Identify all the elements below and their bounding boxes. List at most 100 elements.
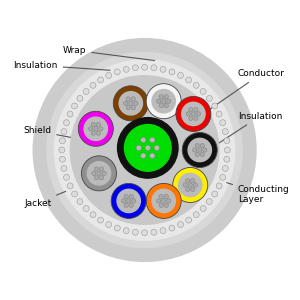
Circle shape: [146, 183, 181, 218]
Circle shape: [47, 52, 242, 247]
Circle shape: [178, 222, 184, 227]
Circle shape: [146, 84, 181, 119]
Circle shape: [195, 152, 199, 157]
Circle shape: [169, 69, 175, 75]
Circle shape: [142, 230, 148, 236]
Circle shape: [64, 174, 70, 180]
Circle shape: [72, 103, 77, 109]
Circle shape: [99, 167, 104, 171]
Circle shape: [124, 203, 128, 208]
Circle shape: [157, 199, 161, 203]
Circle shape: [91, 131, 95, 135]
Text: Insulation: Insulation: [211, 112, 282, 148]
Circle shape: [83, 88, 89, 94]
Circle shape: [94, 127, 98, 131]
Circle shape: [119, 92, 142, 115]
Circle shape: [141, 137, 146, 143]
Circle shape: [59, 147, 65, 153]
Circle shape: [157, 99, 161, 103]
Circle shape: [164, 203, 168, 208]
Circle shape: [186, 77, 192, 83]
Circle shape: [141, 153, 146, 158]
Circle shape: [203, 148, 207, 152]
Circle shape: [59, 138, 65, 144]
Circle shape: [59, 156, 65, 162]
Circle shape: [136, 145, 141, 151]
Circle shape: [61, 129, 67, 135]
Circle shape: [224, 147, 230, 153]
Circle shape: [96, 131, 100, 135]
Circle shape: [106, 222, 112, 227]
Circle shape: [159, 203, 163, 208]
Circle shape: [151, 65, 157, 71]
Circle shape: [99, 176, 104, 180]
Circle shape: [83, 206, 89, 212]
Circle shape: [200, 152, 204, 157]
Circle shape: [88, 127, 93, 131]
Circle shape: [113, 86, 148, 121]
Circle shape: [176, 96, 211, 131]
Circle shape: [162, 199, 166, 203]
Circle shape: [193, 212, 199, 218]
Text: Wrap: Wrap: [63, 46, 154, 61]
Circle shape: [98, 217, 103, 223]
Circle shape: [129, 101, 133, 105]
Circle shape: [132, 229, 138, 235]
Circle shape: [132, 65, 138, 71]
Circle shape: [126, 97, 130, 101]
Circle shape: [67, 111, 73, 117]
Circle shape: [134, 101, 138, 105]
Circle shape: [126, 106, 130, 110]
Circle shape: [186, 178, 190, 183]
Circle shape: [206, 95, 212, 101]
Circle shape: [123, 228, 129, 234]
Circle shape: [164, 103, 168, 108]
Circle shape: [200, 206, 206, 212]
Circle shape: [167, 199, 171, 203]
Circle shape: [186, 187, 190, 191]
Circle shape: [193, 148, 197, 152]
Circle shape: [152, 189, 175, 213]
Text: Jacket: Jacket: [24, 191, 66, 208]
Circle shape: [61, 165, 67, 171]
Circle shape: [78, 111, 113, 146]
Circle shape: [152, 89, 175, 113]
Circle shape: [64, 120, 70, 126]
Circle shape: [162, 99, 166, 103]
Circle shape: [220, 174, 226, 180]
Circle shape: [164, 95, 168, 99]
Circle shape: [220, 120, 226, 126]
Circle shape: [178, 173, 202, 197]
Circle shape: [195, 143, 199, 148]
Circle shape: [164, 194, 168, 199]
Circle shape: [122, 199, 126, 203]
Circle shape: [84, 117, 107, 140]
Circle shape: [212, 103, 218, 109]
Circle shape: [67, 183, 73, 189]
Circle shape: [189, 107, 193, 112]
Circle shape: [160, 228, 166, 234]
Circle shape: [193, 82, 199, 88]
Circle shape: [173, 167, 208, 202]
Circle shape: [102, 171, 106, 176]
Circle shape: [186, 112, 191, 116]
Circle shape: [94, 176, 99, 180]
Circle shape: [222, 129, 228, 135]
Circle shape: [167, 99, 171, 103]
Circle shape: [131, 97, 136, 101]
Text: Insulation: Insulation: [13, 61, 110, 70]
Circle shape: [96, 122, 100, 127]
Circle shape: [183, 183, 187, 187]
Circle shape: [131, 106, 136, 110]
Text: Conducting
Layer: Conducting Layer: [227, 183, 290, 204]
Circle shape: [159, 95, 163, 99]
Circle shape: [150, 153, 155, 158]
Circle shape: [129, 194, 134, 199]
Circle shape: [182, 102, 205, 126]
Circle shape: [142, 64, 148, 70]
Circle shape: [212, 191, 218, 197]
Circle shape: [124, 124, 171, 171]
Circle shape: [224, 156, 230, 162]
Circle shape: [216, 183, 222, 189]
Circle shape: [154, 145, 160, 151]
